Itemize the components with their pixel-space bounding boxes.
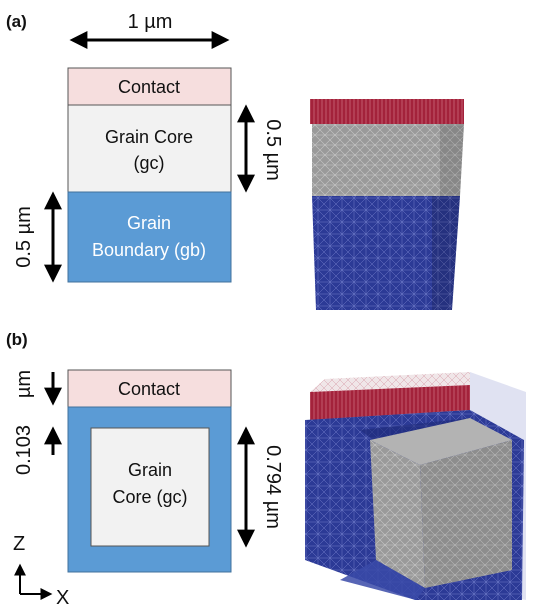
core-size-label-b: 0.794 µm <box>262 445 284 529</box>
contact-label-b: Contact <box>118 379 180 399</box>
mesh-cube-a <box>310 99 464 310</box>
contact-label: Contact <box>118 77 180 97</box>
width-label: 1 µm <box>128 11 173 33</box>
panel-a-label: (a) <box>6 12 27 31</box>
x-axis-label: X <box>56 587 69 609</box>
grain-core-label-line2: (gc) <box>134 153 165 173</box>
mesh-cube-b <box>305 372 526 600</box>
grain-core-layer <box>67 104 232 193</box>
grain-boundary-label-line2: Boundary (gb) <box>92 240 206 260</box>
grain-boundary-layer <box>67 191 232 283</box>
panel-b-label: (b) <box>6 330 28 349</box>
grain-boundary-label-line1: Grain <box>127 213 171 233</box>
grain-core-b <box>90 427 210 547</box>
gb-height-label: 0.5 µm <box>13 206 35 268</box>
z-axis-label: Z <box>13 533 25 555</box>
core-height-label: 0.5 µm <box>262 119 284 181</box>
grain-core-label-line1: Grain Core <box>105 127 193 147</box>
grain-core-b-line1: Grain <box>128 460 172 480</box>
thickness-label-um: µm <box>13 370 35 398</box>
thickness-label-value: 0.103 <box>13 425 35 475</box>
grain-core-b-line2: Core (gc) <box>112 487 187 507</box>
